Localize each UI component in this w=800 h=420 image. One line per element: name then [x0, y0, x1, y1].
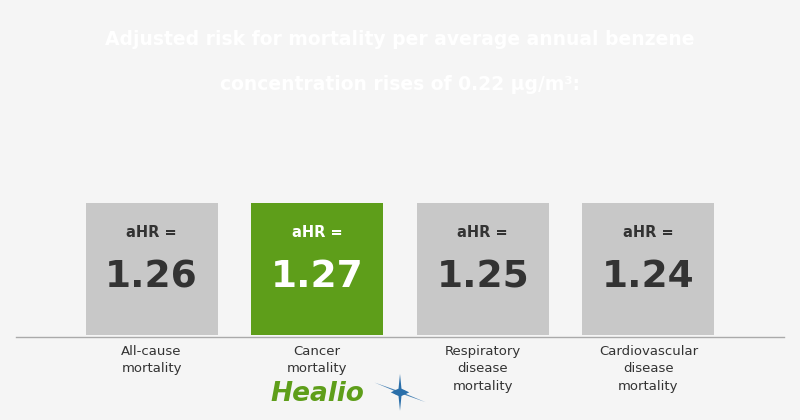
Text: Adjusted risk for mortality per average annual benzene: Adjusted risk for mortality per average …: [106, 30, 694, 49]
Bar: [86, 203, 218, 336]
Text: aHR =: aHR =: [126, 225, 177, 240]
Text: Cancer
mortality: Cancer mortality: [287, 345, 347, 375]
Text: Cardiovascular
disease
mortality: Cardiovascular disease mortality: [599, 345, 698, 393]
Text: Healio: Healio: [270, 381, 364, 407]
Bar: [417, 203, 549, 336]
Text: aHR =: aHR =: [292, 225, 342, 240]
Text: aHR =: aHR =: [458, 225, 508, 240]
Text: concentration rises of 0.22 μg/m³:: concentration rises of 0.22 μg/m³:: [220, 75, 580, 94]
Text: Respiratory
disease
mortality: Respiratory disease mortality: [445, 345, 521, 393]
Polygon shape: [390, 374, 410, 411]
Text: aHR =: aHR =: [623, 225, 674, 240]
Text: 1.26: 1.26: [106, 259, 198, 295]
Bar: [251, 203, 383, 336]
Text: 1.24: 1.24: [602, 259, 694, 295]
Text: 1.27: 1.27: [271, 259, 363, 295]
Text: 1.25: 1.25: [437, 259, 529, 295]
Text: All-cause
mortality: All-cause mortality: [122, 345, 182, 375]
Polygon shape: [374, 383, 426, 402]
Bar: [582, 203, 714, 336]
